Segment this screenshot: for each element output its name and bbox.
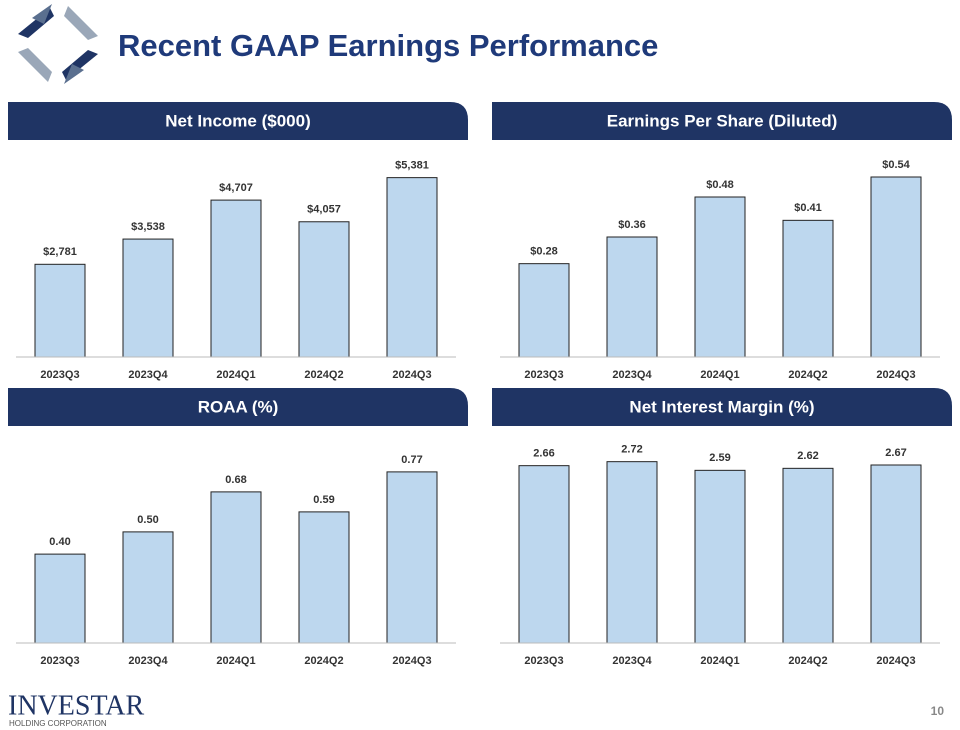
value-label: $0.28 — [530, 246, 558, 258]
bar — [694, 469, 746, 644]
x-tick-label: 2024Q1 — [216, 655, 255, 667]
panel-header — [8, 388, 468, 426]
bar — [210, 199, 262, 358]
x-tick-label: 2023Q4 — [612, 655, 652, 667]
value-label: $5,381 — [395, 160, 429, 172]
value-label: 0.40 — [49, 536, 70, 548]
chart-title: Earnings Per Share (Diluted) — [607, 111, 838, 130]
bar — [298, 221, 350, 358]
value-label: 2.72 — [621, 444, 642, 456]
value-label: $3,538 — [131, 221, 165, 233]
x-tick-label: 2023Q3 — [40, 369, 79, 381]
company-name: INVESTAR — [8, 690, 145, 721]
x-tick-label: 2023Q4 — [128, 655, 168, 667]
value-label: 0.50 — [137, 514, 158, 526]
panel-header — [492, 388, 952, 426]
bar — [34, 553, 86, 644]
value-label: $0.54 — [882, 159, 910, 171]
x-tick-label: 2024Q3 — [876, 369, 915, 381]
page-number: 10 — [931, 704, 945, 718]
value-label: $0.41 — [794, 202, 822, 214]
x-tick-label: 2024Q3 — [876, 655, 915, 667]
x-tick-label: 2024Q3 — [392, 369, 431, 381]
bar — [606, 461, 658, 644]
bar — [122, 238, 174, 358]
company-subtitle: HOLDING CORPORATION — [9, 719, 107, 728]
x-tick-label: 2023Q4 — [612, 369, 652, 381]
x-tick-label: 2024Q1 — [700, 369, 739, 381]
bar — [518, 465, 570, 644]
value-label: 2.59 — [709, 452, 730, 464]
x-tick-label: 2024Q2 — [788, 369, 827, 381]
x-tick-label: 2024Q1 — [700, 655, 739, 667]
value-label: $4,057 — [307, 204, 341, 216]
value-label: $0.36 — [618, 219, 646, 231]
x-tick-label: 2023Q3 — [524, 369, 563, 381]
value-label: 2.62 — [797, 450, 818, 462]
bar — [298, 511, 350, 644]
value-label: 2.66 — [533, 448, 554, 460]
x-tick-label: 2024Q3 — [392, 655, 431, 667]
chart-title: Net Income ($000) — [165, 111, 311, 130]
x-tick-label: 2024Q2 — [304, 369, 343, 381]
panel-header — [492, 102, 952, 140]
bar — [782, 219, 834, 358]
bar — [34, 263, 86, 358]
bar — [122, 531, 174, 644]
x-tick-label: 2024Q1 — [216, 369, 255, 381]
x-tick-label: 2023Q3 — [40, 655, 79, 667]
x-tick-label: 2024Q2 — [788, 655, 827, 667]
value-label: $0.48 — [706, 179, 734, 191]
value-label: $4,707 — [219, 182, 253, 194]
x-tick-label: 2023Q3 — [524, 655, 563, 667]
chart-title: Net Interest Margin (%) — [629, 397, 814, 416]
bar — [870, 464, 922, 644]
bar — [782, 467, 834, 644]
bar — [694, 196, 746, 358]
value-label: 2.67 — [885, 447, 906, 459]
value-label: 0.68 — [225, 474, 246, 486]
bar — [518, 263, 570, 358]
value-label: $2,781 — [43, 246, 77, 258]
logo-mark — [18, 4, 98, 84]
value-label: 0.77 — [401, 454, 422, 466]
chart-title: ROAA (%) — [198, 397, 279, 416]
panel-header — [8, 102, 468, 140]
bar — [386, 177, 438, 358]
bar — [386, 471, 438, 644]
x-tick-label: 2023Q4 — [128, 369, 168, 381]
value-label: 0.59 — [313, 494, 334, 506]
bar — [870, 176, 922, 358]
x-tick-label: 2024Q2 — [304, 655, 343, 667]
bar — [606, 236, 658, 358]
slide-title: Recent GAAP Earnings Performance — [118, 28, 658, 63]
bar — [210, 491, 262, 644]
